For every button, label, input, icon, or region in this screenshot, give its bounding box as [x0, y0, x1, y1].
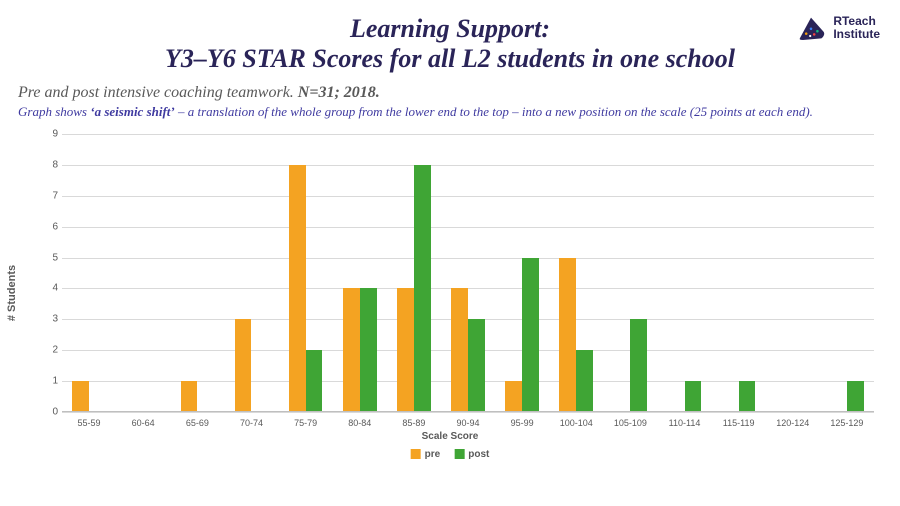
bar-post — [630, 319, 647, 412]
bar-pre — [343, 288, 360, 412]
caption-bold: ‘a seismic shift’ — [90, 104, 175, 119]
x-tick-label: 105-109 — [603, 418, 657, 428]
gridline — [62, 412, 874, 413]
chart: # Students 0123456789 55-5960-6465-6970-… — [18, 128, 882, 458]
x-tick-label: 75-79 — [279, 418, 333, 428]
y-tick-label: 5 — [40, 252, 58, 263]
y-tick-label: 3 — [40, 314, 58, 325]
category-group: 110-114 — [657, 134, 711, 412]
plot-area: 0123456789 55-5960-6465-6970-7475-7980-8… — [62, 134, 874, 412]
y-tick-label: 6 — [40, 221, 58, 232]
title-line1: Learning Support: — [350, 14, 550, 43]
y-tick-label: 0 — [40, 407, 58, 418]
bar-pre — [72, 381, 89, 412]
bar-pre — [559, 258, 576, 412]
x-tick-label: 125-129 — [820, 418, 874, 428]
category-group: 115-119 — [712, 134, 766, 412]
bar-post — [306, 350, 323, 412]
bar-post — [847, 381, 864, 412]
y-tick-label: 2 — [40, 345, 58, 356]
bar-post — [414, 165, 431, 412]
category-group: 60-64 — [116, 134, 170, 412]
bar-post — [576, 350, 593, 412]
bar-post — [468, 319, 485, 412]
y-tick-label: 9 — [40, 129, 58, 140]
category-group: 125-129 — [820, 134, 874, 412]
bar-pre — [235, 319, 252, 412]
bar-post — [522, 258, 539, 412]
x-axis-label: Scale Score — [422, 431, 479, 442]
legend-label: post — [468, 449, 489, 460]
x-tick-label: 120-124 — [766, 418, 820, 428]
x-tick-label: 65-69 — [170, 418, 224, 428]
legend-item-pre: pre — [411, 449, 441, 460]
y-tick-label: 8 — [40, 159, 58, 170]
x-tick-label: 55-59 — [62, 418, 116, 428]
page-root: RTeach Institute Learning Support: Y3–Y6… — [0, 0, 900, 506]
x-tick-label: 80-84 — [333, 418, 387, 428]
legend-swatch — [454, 449, 464, 459]
logo-mark-icon — [795, 14, 827, 42]
y-tick-label: 7 — [40, 190, 58, 201]
bar-pre — [397, 288, 414, 412]
x-tick-label: 95-99 — [495, 418, 549, 428]
subtitle-bold: N=31; 2018. — [298, 84, 380, 101]
caption-suffix: – a translation of the whole group from … — [175, 104, 813, 119]
caption: Graph shows ‘a seismic shift’ – a transl… — [18, 104, 882, 120]
bar-pre — [289, 165, 306, 412]
x-tick-label: 60-64 — [116, 418, 170, 428]
x-tick-label: 110-114 — [657, 418, 711, 428]
legend-label: pre — [425, 449, 441, 460]
subtitle: Pre and post intensive coaching teamwork… — [18, 84, 882, 102]
caption-prefix: Graph shows — [18, 104, 90, 119]
bar-pre — [451, 288, 468, 412]
brand-logo: RTeach Institute — [795, 14, 880, 42]
title-line2: Y3–Y6 STAR Scores for all L2 students in… — [165, 44, 735, 73]
legend-item-post: post — [454, 449, 489, 460]
page-title: Learning Support: Y3–Y6 STAR Scores for … — [18, 14, 882, 74]
y-axis-label: # Students — [6, 265, 18, 321]
bar-post — [739, 381, 756, 412]
category-group: 55-59 — [62, 134, 116, 412]
category-group: 65-69 — [170, 134, 224, 412]
x-tick-label: 100-104 — [549, 418, 603, 428]
x-tick-label: 115-119 — [712, 418, 766, 428]
brand-name: RTeach Institute — [833, 15, 880, 40]
x-tick-label: 85-89 — [387, 418, 441, 428]
y-tick-label: 4 — [40, 283, 58, 294]
legend-swatch — [411, 449, 421, 459]
y-tick-label: 1 — [40, 376, 58, 387]
x-axis — [62, 411, 874, 412]
brand-line2: Institute — [833, 28, 880, 41]
bar-pre — [505, 381, 522, 412]
x-tick-label: 70-74 — [224, 418, 278, 428]
bar-post — [685, 381, 702, 412]
x-tick-label: 90-94 — [441, 418, 495, 428]
bars-layer: 55-5960-6465-6970-7475-7980-8485-8990-94… — [62, 134, 874, 412]
bar-post — [360, 288, 377, 412]
bar-pre — [181, 381, 198, 412]
category-group: 120-124 — [766, 134, 820, 412]
category-group: 70-74 — [224, 134, 278, 412]
subtitle-text: Pre and post intensive coaching teamwork… — [18, 84, 298, 101]
legend: pre post — [411, 449, 490, 460]
